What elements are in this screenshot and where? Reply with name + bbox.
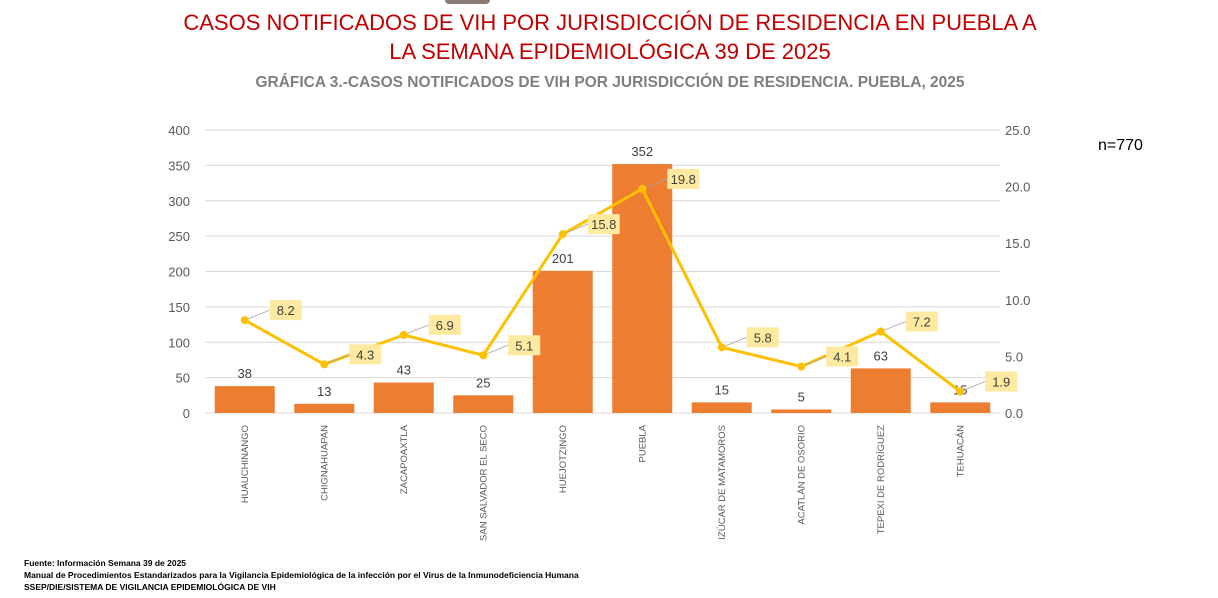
x-tick-label: ACATLÁN DE OSORIO [796,425,807,525]
point-label: 19.8 [671,172,696,187]
leader-line [483,344,509,356]
bar [532,270,593,413]
leader-line [244,309,270,321]
point-label-bg [269,300,302,321]
y-tick-left: 200 [168,265,190,280]
bar-label: 38 [238,366,252,381]
point-label: 4.1 [833,350,851,365]
x-tick-label: SAN SALVADOR EL SECO [478,425,489,541]
bar-label: 352 [631,144,653,159]
y-tick-right: 20.0 [1005,180,1030,195]
point-label-bg [587,214,620,235]
x-tick-label: IZÚCAR DE MATAMOROS [717,425,728,540]
y-tick-left: 250 [168,229,190,244]
y-tick-left: 300 [168,194,190,209]
bar-label: 43 [397,363,411,378]
bar-label: 5 [798,389,805,404]
point-label-bg [746,327,779,348]
y-tick-left: 150 [168,300,190,315]
footer-source: Fuente: Información Semana 39 de 2025 [24,558,187,568]
chart: 0 50 100 150 200 250 300 350 400 0.0 5.0 10.0 15.0 20… [168,123,1030,541]
bar [373,382,434,413]
footer-manual: Manual de Procedimientos Estandarizados … [24,570,579,580]
bar [214,386,275,413]
y-tick-right: 15.0 [1005,236,1030,251]
y-tick-right: 0.0 [1005,406,1023,421]
footer: Fuente: Información Semana 39 de 2025 Ma… [24,557,579,593]
line-point [558,230,567,239]
chart-title: GRÁFICA 3.-CASOS NOTIFICADOS DE VIH POR … [255,74,965,91]
point-label-bg [667,168,700,189]
y-tick-left: 100 [168,335,190,350]
line-point [717,343,726,352]
line-point [240,316,249,325]
bar-label: 25 [476,375,490,390]
point-label-bg [349,344,382,365]
leader-line [880,321,906,332]
line-point [320,360,329,369]
bar [691,402,752,413]
y-tick-left: 400 [168,123,190,138]
y-tick-left: 0 [183,406,190,421]
leader-line [721,336,747,348]
leader-line [801,356,827,367]
logo [445,0,490,4]
point-label-bg [985,371,1018,392]
leader-line [562,223,588,235]
line-point [399,330,408,339]
leader-line [324,353,350,365]
x-tick-label: ZACAPOAXTLA [399,424,410,494]
page-title: CASOS NOTIFICADOS DE VIH POR JURISDICCIÓ… [183,10,1037,64]
point-label-bg [428,314,461,335]
point-label: 5.8 [754,330,772,345]
point-label: 4.3 [356,347,374,362]
y-tick-right: 5.0 [1005,349,1023,364]
point-label-bg [905,311,938,332]
bar-label: 15 [715,382,729,397]
y-tick-right: 25.0 [1005,123,1030,138]
point-label: 7.2 [913,314,931,329]
bar-label: 63 [874,348,888,363]
point-label: 8.2 [277,303,295,318]
line-point [797,362,806,371]
line-point [479,351,488,360]
bar [930,402,991,413]
line-point [876,327,885,336]
leader-line [403,324,429,336]
x-tick-label: TEPEXI DE RODRÍGUEZ [876,425,887,534]
line-point [638,184,647,193]
y-tick-left: 50 [176,371,190,386]
leader-line [642,178,668,190]
point-label: 5.1 [515,338,533,353]
x-tick-label: HUEJOTZINGO [558,425,569,493]
x-tick-label: HUAUCHINANGO [240,425,251,503]
point-label-bg [508,335,541,356]
point-label-bg [826,346,859,367]
bar [771,409,832,413]
x-tick-label: TEHUACÁN [955,425,966,477]
y-tick-right: 10.0 [1005,293,1030,308]
x-tick-label: PUEBLA [637,424,648,462]
line-point [956,387,965,396]
point-label: 15.8 [591,217,616,232]
x-tick-label: CHIGNAHUAPAN [319,425,330,501]
point-label: 6.9 [436,318,454,333]
bar-label: 13 [317,384,331,399]
sample-size: n=770 [1098,137,1143,154]
y-tick-left: 350 [168,158,190,173]
bar [453,395,514,413]
bar [612,163,673,413]
bar [850,368,911,413]
point-label: 1.9 [992,374,1010,389]
bar [294,403,355,413]
footer-system: SSEP/DIE/SISTEMA DE VIGILANCIA EPIDEMIOL… [24,582,276,592]
leader-line [960,381,986,392]
bar-label: 201 [552,251,574,266]
